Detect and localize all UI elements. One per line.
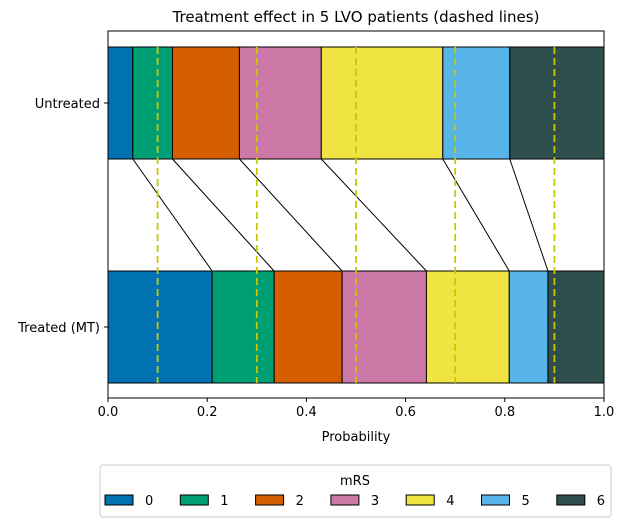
bar-segment-treated-mrs-3 xyxy=(341,270,427,384)
legend-swatch-mrs-3 xyxy=(330,494,360,506)
legend-swatch-mrs-4 xyxy=(405,494,435,506)
legend-items: 0 1 2 3 4 5 6 xyxy=(104,494,605,509)
bar-segment-treated-mrs-5 xyxy=(508,270,549,384)
plot-frame xyxy=(107,30,605,399)
x-tick-label: 0.4 xyxy=(296,405,317,420)
bar-segment-untreated-mrs-5 xyxy=(442,46,511,160)
legend-label-mrs-1: 1 xyxy=(220,494,228,509)
bar-segment-untreated-mrs-2 xyxy=(171,46,240,160)
y-tick-label: Treated (MT) xyxy=(17,321,100,336)
legend-label-mrs-3: 3 xyxy=(371,494,379,509)
y-axis: Untreated Treated (MT) xyxy=(17,97,108,336)
legend-swatch-mrs-1 xyxy=(179,494,209,506)
bar-segment-treated-mrs-0 xyxy=(107,270,213,384)
legend-frame xyxy=(99,464,612,518)
connector-line xyxy=(172,158,275,272)
plot-area xyxy=(107,46,605,384)
legend-swatch-mrs-6 xyxy=(556,494,586,506)
bar-segment-untreated-mrs-6 xyxy=(509,46,605,160)
connector-line xyxy=(320,158,427,272)
legend-label-mrs-5: 5 xyxy=(522,494,530,509)
chart-title: Treatment effect in 5 LVO patients (dash… xyxy=(172,8,540,26)
legend: mRS 0 1 2 3 4 5 6 xyxy=(99,464,612,518)
bar-segment-treated-mrs-4 xyxy=(425,270,510,384)
x-axis-label: Probability xyxy=(322,430,391,445)
connector-line xyxy=(239,158,343,272)
bar-segment-untreated-mrs-4 xyxy=(320,46,444,160)
y-tick-label: Untreated xyxy=(35,97,100,112)
x-axis: 0.0 0.2 0.4 0.6 0.8 1.0 xyxy=(98,398,615,420)
x-tick-label: 0.2 xyxy=(197,405,218,420)
legend-label-mrs-4: 4 xyxy=(446,494,454,509)
x-tick-label: 0.6 xyxy=(395,405,416,420)
x-tick-label: 1.0 xyxy=(594,405,615,420)
bar-segment-untreated-mrs-0 xyxy=(107,46,134,160)
bar-segment-treated-mrs-6 xyxy=(547,270,605,384)
bar-segment-untreated-mrs-1 xyxy=(132,46,173,160)
x-tick-label: 0.0 xyxy=(98,405,119,420)
bar-segment-untreated-mrs-3 xyxy=(238,46,322,160)
connector-line xyxy=(442,158,510,272)
legend-label-mrs-0: 0 xyxy=(145,494,153,509)
legend-label-mrs-6: 6 xyxy=(597,494,605,509)
x-tick-label: 0.8 xyxy=(494,405,515,420)
bar-segment-treated-mrs-2 xyxy=(273,270,343,384)
legend-label-mrs-2: 2 xyxy=(296,494,304,509)
legend-swatch-mrs-2 xyxy=(255,494,285,506)
legend-swatch-mrs-0 xyxy=(104,494,134,506)
bar-segment-treated-mrs-1 xyxy=(211,270,275,384)
legend-title: mRS xyxy=(340,474,370,489)
legend-swatch-mrs-5 xyxy=(481,494,510,506)
connector-line xyxy=(132,158,213,272)
connector-line xyxy=(509,158,549,272)
